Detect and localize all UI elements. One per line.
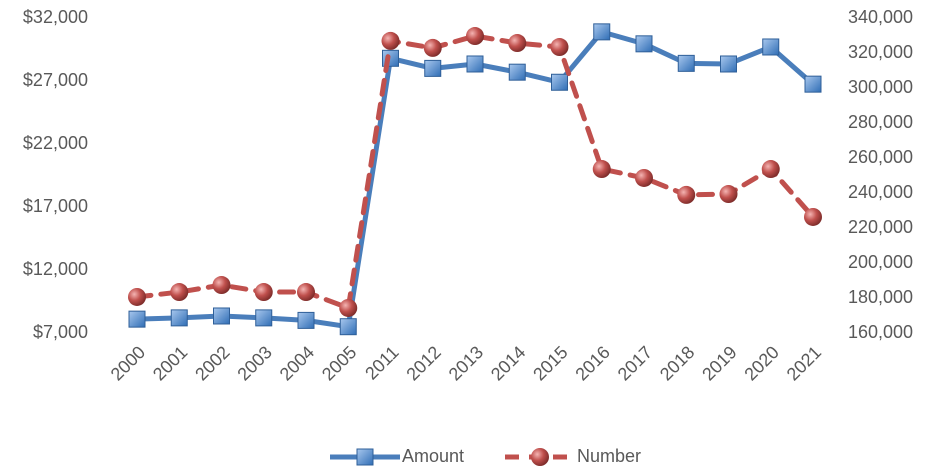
marker (508, 63, 526, 81)
series-line (134, 29, 816, 330)
y2-tick-label: 260,000 (848, 147, 913, 167)
marker (170, 309, 188, 327)
marker (339, 318, 357, 336)
marker (213, 307, 230, 325)
x-tick-label: 2013 (445, 342, 487, 384)
x-tick-label: 2004 (276, 342, 318, 384)
marker (466, 55, 484, 73)
marker (254, 283, 273, 302)
marker (297, 283, 315, 302)
y-tick-label: $27,000 (23, 70, 88, 90)
x-tick-label: 2021 (783, 342, 825, 384)
marker (804, 75, 822, 93)
marker (212, 276, 231, 295)
marker (423, 38, 442, 57)
x-tick-label: 2005 (318, 342, 360, 384)
y2-tick-label: 300,000 (848, 77, 913, 97)
marker (551, 73, 568, 91)
x-tick-label: 2020 (740, 342, 782, 384)
x-tick-label: 2012 (402, 342, 444, 384)
y2-tick-label: 340,000 (848, 7, 913, 27)
y-tick-label: $12,000 (23, 259, 88, 279)
marker (635, 35, 653, 53)
x-tick-label: 2016 (571, 342, 613, 384)
y2-tick-label: 160,000 (848, 322, 913, 342)
y2-tick-label: 320,000 (848, 42, 913, 62)
marker (128, 287, 146, 306)
marker (762, 38, 780, 56)
marker (297, 311, 315, 329)
marker (424, 59, 442, 77)
marker (381, 31, 400, 50)
x-tick-label: 2000 (107, 342, 149, 384)
x-tick-label: 2003 (233, 342, 275, 384)
y-tick-label: $7,000 (33, 322, 88, 342)
marker (761, 160, 780, 179)
marker (128, 310, 146, 328)
marker (804, 207, 822, 226)
legend-label: Number (577, 446, 641, 466)
y2-tick-label: 240,000 (848, 182, 913, 202)
marker (677, 54, 695, 72)
legend-marker (356, 448, 374, 466)
x-tick-label: 2014 (487, 342, 529, 384)
x-tick-label: 2001 (149, 342, 191, 384)
marker (720, 55, 737, 73)
y2-tick-label: 180,000 (848, 287, 913, 307)
marker (508, 34, 527, 53)
x-tick-label: 2019 (698, 342, 740, 384)
marker (593, 23, 611, 41)
marker (466, 27, 484, 46)
y2-tick-label: 220,000 (848, 217, 913, 237)
y2-tick-label: 280,000 (848, 112, 913, 132)
y2-tick-label: 200,000 (848, 252, 913, 272)
marker (255, 309, 273, 327)
marker (635, 168, 653, 187)
marker (677, 185, 696, 204)
x-tick-label: 2002 (191, 342, 233, 384)
x-tick-label: 2015 (529, 342, 571, 384)
x-tick-label: 2018 (656, 342, 698, 384)
marker (170, 283, 189, 302)
y-tick-label: $17,000 (23, 196, 88, 216)
legend-label: Amount (402, 446, 464, 466)
x-tick-label: 2011 (361, 342, 403, 384)
marker (339, 298, 358, 317)
x-tick-label: 2017 (614, 342, 656, 384)
series-line (134, 33, 816, 311)
y-tick-label: $22,000 (23, 133, 88, 153)
y-tick-label: $32,000 (23, 7, 88, 27)
marker (550, 38, 569, 57)
marker (592, 160, 611, 179)
marker (719, 185, 738, 204)
legend-marker (531, 448, 549, 466)
